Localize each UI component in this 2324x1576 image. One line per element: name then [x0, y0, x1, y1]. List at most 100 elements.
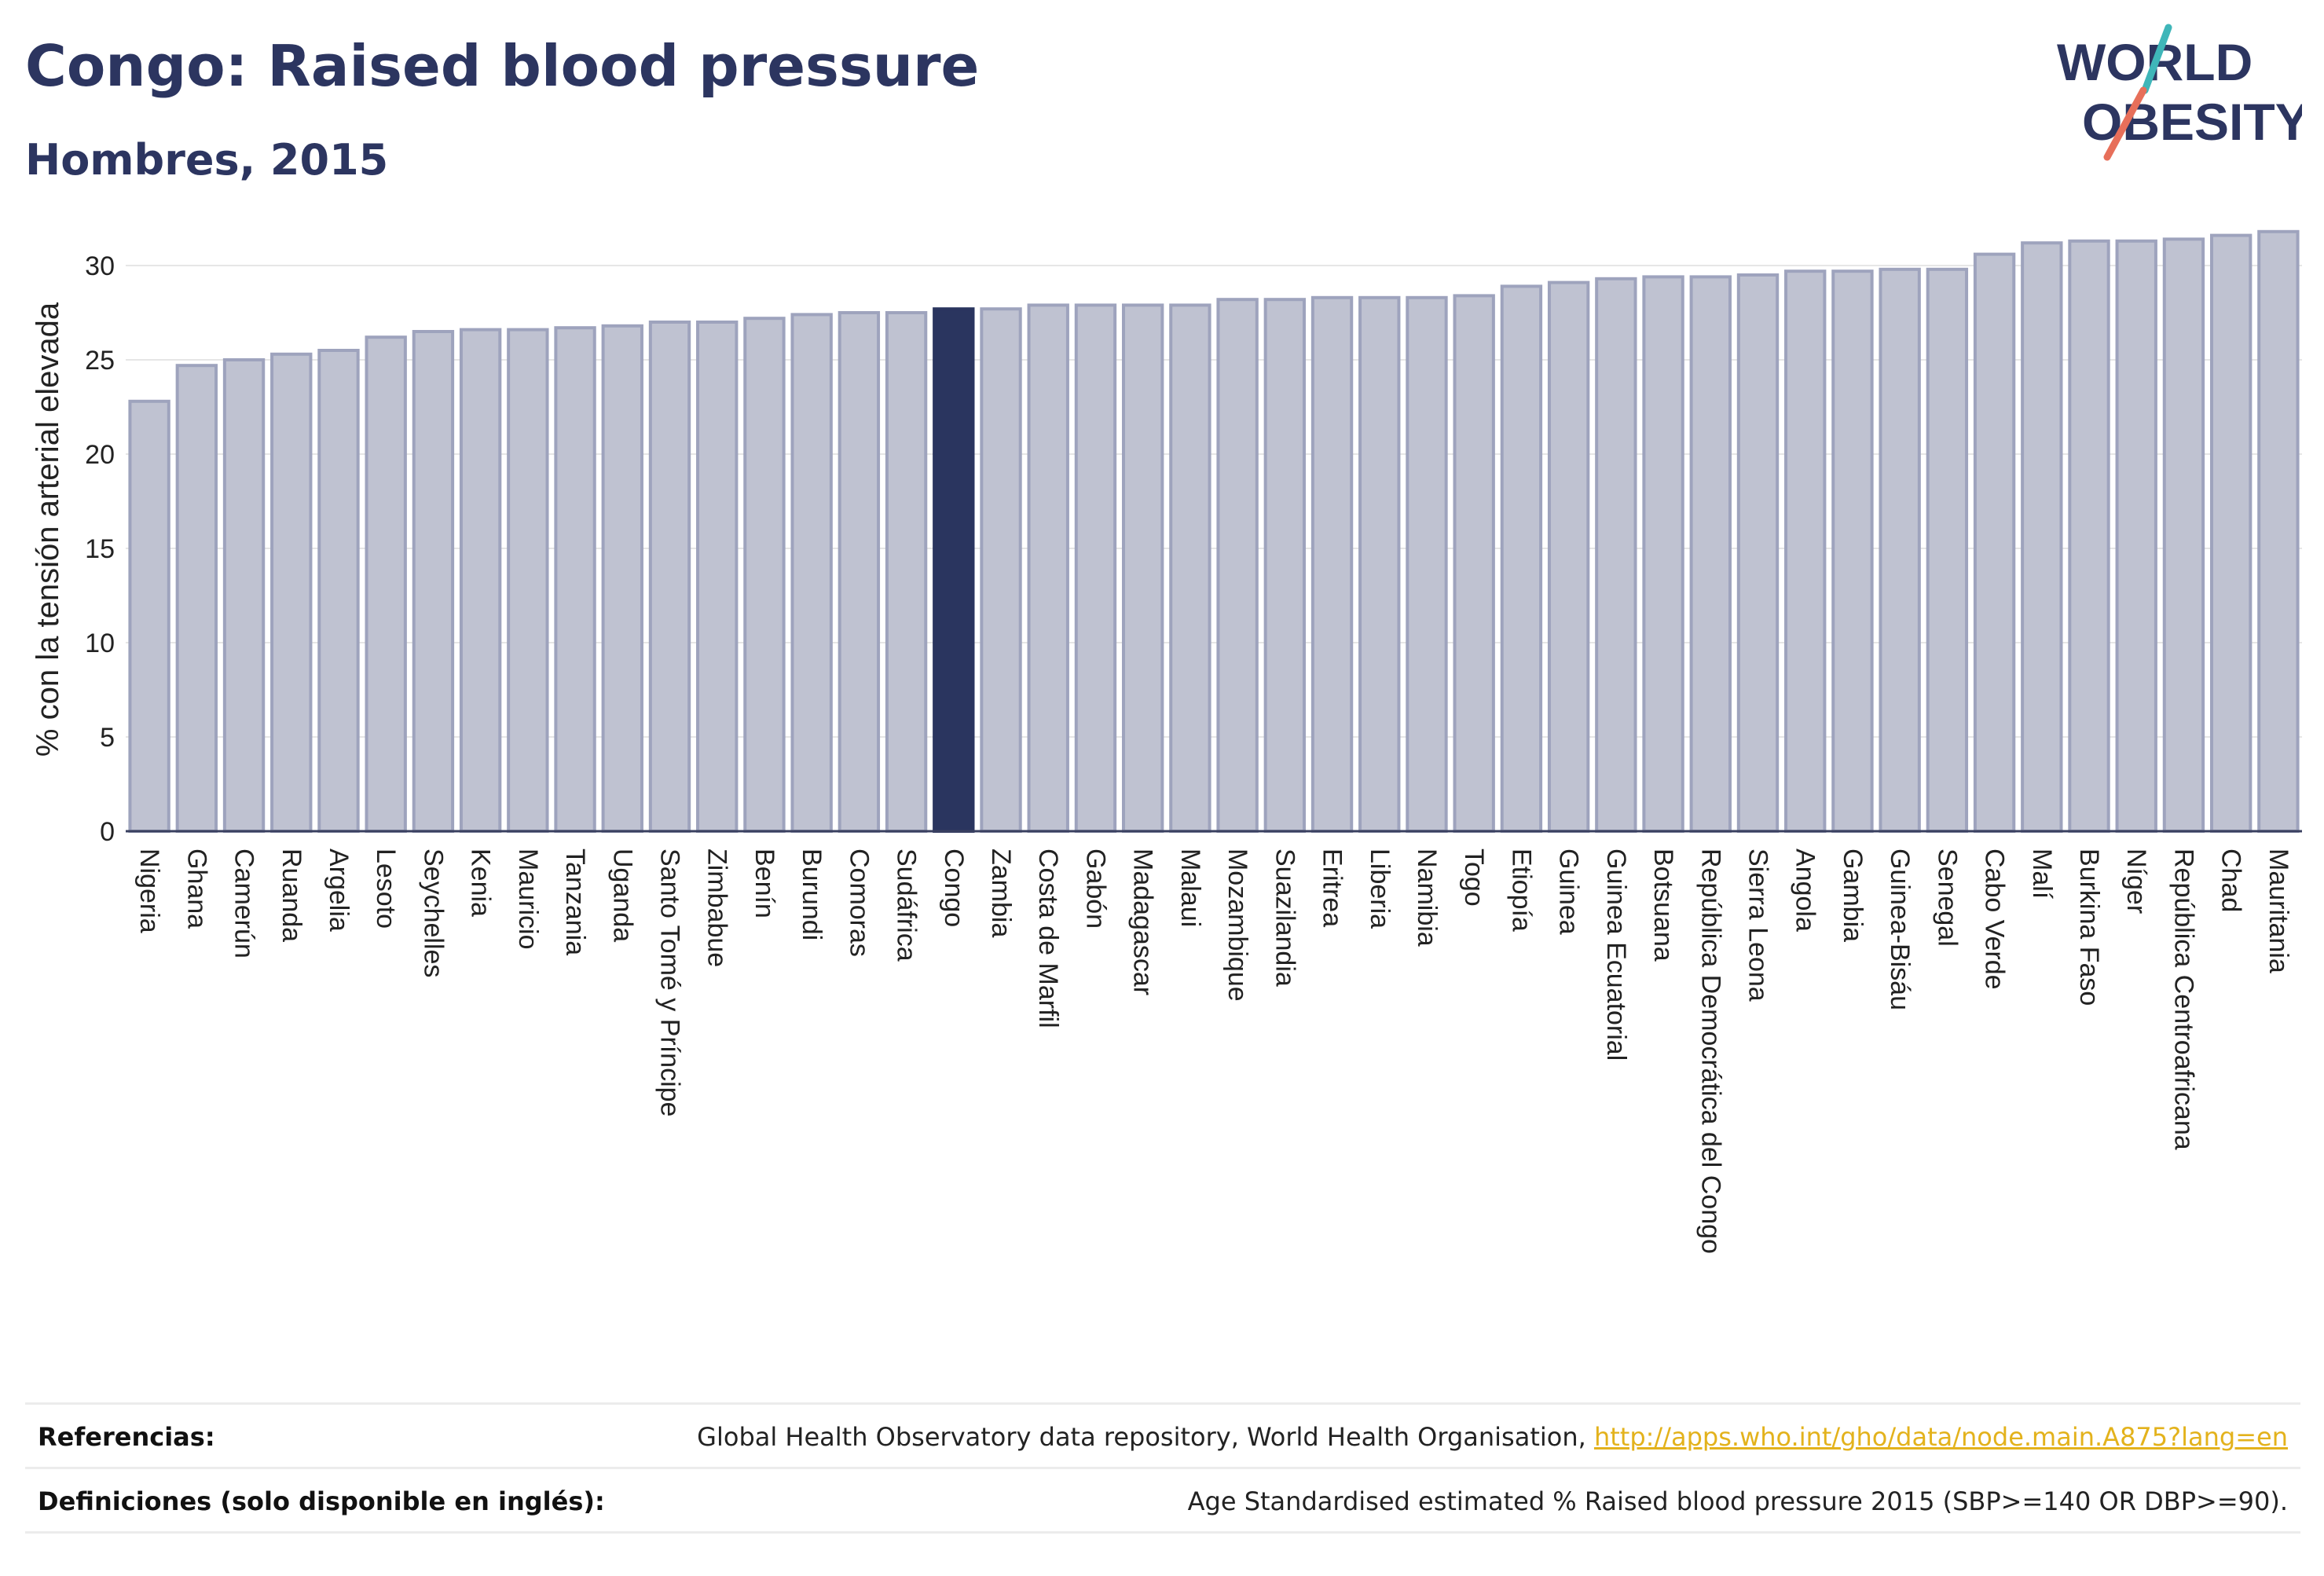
bar-Argelia: [317, 349, 360, 833]
bar-Malaui: [1169, 303, 1211, 833]
bar-Guinea Ecuatorial: [1595, 277, 1637, 833]
x-tick-label: Seychelles: [418, 848, 448, 977]
bar-Costa de Marfil: [1027, 303, 1069, 833]
bar-Botsuana: [1642, 275, 1684, 833]
x-tick-label: Nigeria: [134, 848, 164, 933]
bar-Burundi: [790, 313, 833, 833]
x-tick-label: Mauricio: [513, 848, 543, 949]
bar-Sierra Leona: [1736, 273, 1780, 833]
bars: [128, 229, 2300, 834]
x-tick-label: Togo: [1459, 848, 1489, 907]
bar-República Democrática del Congo: [1689, 275, 1732, 833]
y-tick-label: 15: [85, 534, 115, 564]
y-axis-title: % con la tensión arterial elevada: [31, 302, 65, 757]
bar-Camerún: [222, 358, 266, 833]
chart-title: Congo: Raised blood pressure: [25, 33, 980, 99]
bar-Senegal: [1926, 267, 1969, 833]
bar-Santo Tomé y Príncipe: [648, 321, 691, 833]
bar-chart: Nigeria Ghana Camerún Ruanda Argelia Lesoto Se…: [31, 229, 2302, 1254]
x-tick-label: Mauritania: [2264, 848, 2293, 973]
x-tick-label: Gambia: [1838, 848, 1868, 942]
y-tick-label: 20: [85, 440, 115, 470]
bar-Cabo Verde: [1973, 252, 2016, 834]
y-tick-label: 5: [100, 723, 115, 753]
x-tick-label: Burkina Faso: [2074, 848, 2104, 1006]
bar-Seychelles: [412, 330, 455, 833]
bar-Benín: [743, 317, 786, 833]
references-text: Global Health Observatory data repositor…: [697, 1422, 1586, 1452]
x-tick-label: Costa de Marfil: [1033, 848, 1063, 1028]
bar-Zambia: [980, 307, 1022, 833]
x-tick-label: Níger: [2121, 848, 2151, 914]
definitions-value: Age Standardised estimated % Raised bloo…: [1187, 1486, 2288, 1516]
bar-Ghana: [175, 364, 218, 833]
bar-Etiopía: [1500, 284, 1543, 833]
x-tick-label: Eritrea: [1318, 848, 1347, 927]
x-tick-label: Burundi: [797, 848, 827, 940]
bar-Uganda: [601, 324, 643, 833]
x-tick-label: Camerún: [229, 848, 259, 958]
x-tick-label: Suazilandia: [1270, 848, 1299, 987]
x-tick-label: Zambia: [986, 848, 1016, 937]
bar-Mozambique: [1216, 298, 1259, 833]
x-tick-label: Congo: [939, 848, 969, 927]
chart-subtitle: Hombres, 2015: [25, 135, 389, 185]
x-tick-label: Lesoto: [371, 848, 401, 929]
x-tick-label: Guinea Ecuatorial: [1601, 848, 1631, 1061]
bar-Ruanda: [270, 352, 313, 833]
x-tick-label: Senegal: [1932, 848, 1962, 947]
bar-Sudáfrica: [885, 311, 928, 833]
x-tick-label: Comoras: [844, 848, 874, 957]
x-tick-label: Etiopía: [1506, 848, 1536, 932]
x-tick-label: Sierra Leona: [1743, 848, 1773, 1002]
definitions-label: Definiciones (solo disponible en inglés)…: [38, 1486, 605, 1516]
bar-Malí: [2021, 241, 2063, 833]
x-tick-label: Chad: [2216, 848, 2246, 912]
y-tick-label: 30: [85, 251, 115, 281]
bar-highlight-Congo: [933, 307, 975, 833]
x-tick-label: República Centroafricana: [2168, 848, 2198, 1150]
x-tick-label: Gabón: [1080, 848, 1110, 929]
references-row: Referencias: Global Health Observatory d…: [25, 1402, 2300, 1469]
bar-Madagascar: [1121, 303, 1164, 833]
y-tick-labels: 0 5 10 15 20 25 30: [85, 251, 115, 847]
bar-Guinea: [1547, 280, 1590, 834]
bar-Liberia: [1358, 295, 1401, 833]
x-tick-label: Botsuana: [1648, 848, 1678, 962]
x-tick-label: República Democrática del Congo: [1695, 848, 1725, 1254]
references-value: Global Health Observatory data repositor…: [697, 1422, 2288, 1452]
x-tick-label: Liberia: [1365, 848, 1395, 929]
bar-Mauritania: [2257, 229, 2300, 833]
x-tick-label: Malaui: [1175, 848, 1205, 927]
bar-Suazilandia: [1263, 298, 1307, 833]
bar-Togo: [1453, 294, 1495, 833]
x-tick-label: Ruanda: [277, 848, 306, 942]
bar-Níger: [2115, 239, 2157, 833]
references-link[interactable]: http://apps.who.int/gho/data/node.main.A…: [1593, 1422, 2288, 1452]
bar-Nigeria: [128, 399, 170, 833]
bar-Chad: [2209, 233, 2253, 834]
x-tick-label: Argelia: [324, 848, 354, 932]
references-label: Referencias:: [38, 1422, 215, 1452]
x-tick-label: Ghana: [181, 848, 211, 929]
x-tick-label: Cabo Verde: [1980, 848, 2010, 990]
bar-Mauricio: [507, 328, 549, 834]
bar-Angola: [1784, 269, 1827, 833]
bar-Burkina Faso: [2068, 239, 2110, 833]
x-tick-label: Malí: [2027, 848, 2057, 900]
x-tick-label: Kenia: [466, 848, 496, 917]
x-tick-label: Zimbabue: [702, 848, 732, 967]
x-tick-label: Tanzania: [560, 848, 590, 955]
bar-Lesoto: [365, 335, 407, 833]
y-tick-label: 0: [100, 817, 115, 847]
logo-slash-coral: [2103, 86, 2147, 161]
y-tick-label: 10: [85, 629, 115, 658]
x-tick-label: Guinea-Bisáu: [1885, 848, 1915, 1010]
bar-Namibia: [1406, 295, 1448, 833]
world-obesity-logo: WORLD OBESITY: [2057, 24, 2302, 161]
x-tick-label: Santo Tomé y Príncipe: [655, 848, 685, 1116]
x-tick-label: Guinea: [1554, 848, 1584, 935]
bar-República Centroafricana: [2162, 237, 2205, 833]
bar-Guinea-Bisáu: [1879, 267, 1921, 833]
x-tick-label: Namibia: [1412, 848, 1442, 947]
